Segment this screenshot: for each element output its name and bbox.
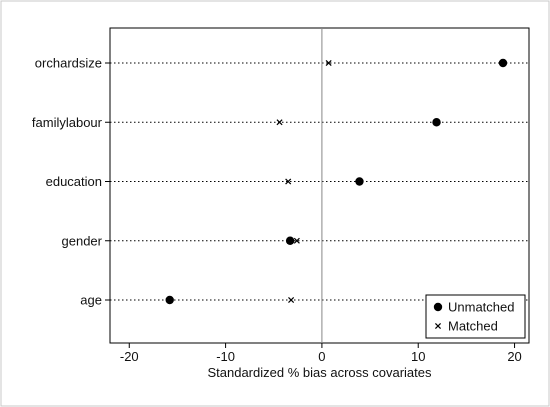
legend-marker-matched [434, 322, 442, 330]
category-label-gender: gender [62, 233, 103, 248]
category-label-age: age [80, 293, 102, 308]
legend-marker-unmatched [433, 302, 443, 312]
x-tick-label: -10 [216, 349, 235, 364]
legend-label-unmatched: Unmatched [448, 300, 514, 315]
legend-box [425, 294, 526, 339]
x-axis-title: Standardized % bias across covariates [207, 365, 432, 380]
plot-area [109, 27, 530, 344]
matched-point-orchardsize [325, 59, 332, 67]
category-label-orchardsize: orchardsize [35, 56, 102, 71]
legend: Unmatched Matched [425, 294, 526, 339]
unmatched-point-education [355, 177, 364, 186]
category-labels: orchardsize familylabour education gender ag… [32, 56, 110, 308]
category-label-familylabour: familylabour [32, 115, 103, 130]
x-tick-label: 10 [411, 349, 425, 364]
unmatched-point-gender [285, 236, 295, 245]
legend-entries: Unmatched Matched [433, 300, 514, 334]
unmatched-point-age [165, 295, 174, 305]
matched-point-gender [293, 237, 300, 244]
category-label-education: education [46, 174, 102, 189]
legend-label-matched: Matched [448, 319, 498, 334]
unmatched-point-familylabour [432, 118, 441, 127]
unmatched-point-orchardsize [498, 58, 508, 68]
matched-point-education [285, 178, 292, 185]
x-tick-label: 0 [318, 349, 325, 364]
matched-point-age [288, 296, 295, 304]
x-axis-ticks: -20 -10 0 10 20 [120, 343, 522, 364]
x-tick-label: -20 [120, 349, 139, 364]
matched-point-familylabour [276, 119, 283, 126]
data-marks [165, 58, 508, 305]
x-tick-label: 20 [507, 349, 521, 364]
